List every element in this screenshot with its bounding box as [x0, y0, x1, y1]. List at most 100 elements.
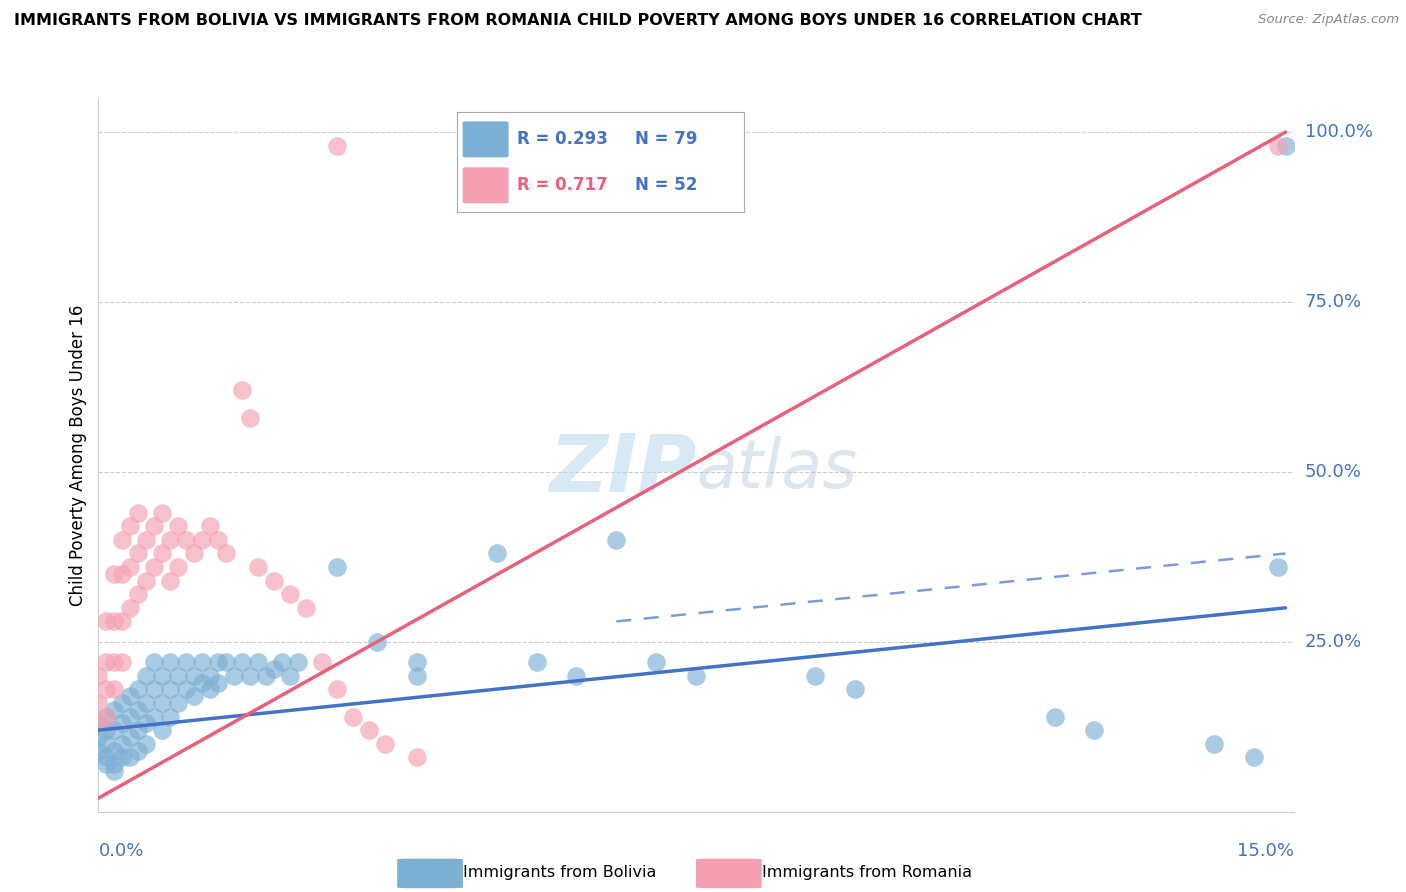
Point — [96, 615, 118, 629]
Point — [87, 743, 110, 757]
Point — [96, 709, 118, 723]
Point — [263, 574, 285, 588]
Point — [150, 506, 173, 520]
Point — [150, 696, 173, 710]
Point — [326, 682, 349, 697]
Point — [87, 669, 110, 683]
Point — [1267, 138, 1289, 153]
Point — [120, 750, 142, 764]
Point — [96, 682, 118, 697]
Point — [150, 546, 173, 560]
Point — [246, 560, 269, 574]
Point — [183, 669, 205, 683]
Point — [111, 716, 134, 731]
Point — [326, 138, 349, 153]
Point — [167, 696, 190, 710]
Point — [111, 696, 134, 710]
Point — [103, 723, 125, 738]
Point — [278, 587, 301, 601]
Text: 75.0%: 75.0% — [1305, 293, 1362, 311]
Point — [406, 655, 429, 669]
Point — [207, 655, 229, 669]
Text: ZIP: ZIP — [548, 430, 696, 508]
Point — [103, 615, 125, 629]
Point — [183, 546, 205, 560]
Point — [685, 669, 707, 683]
Point — [127, 682, 149, 697]
Point — [844, 682, 866, 697]
Point — [120, 560, 142, 574]
Point — [111, 566, 134, 581]
Point — [231, 655, 253, 669]
Point — [87, 696, 110, 710]
Point — [87, 730, 110, 744]
Point — [215, 655, 238, 669]
Point — [167, 560, 190, 574]
Point — [96, 737, 118, 751]
Point — [191, 675, 214, 690]
Point — [111, 615, 134, 629]
Point — [135, 574, 157, 588]
Point — [87, 716, 110, 731]
Point — [198, 682, 221, 697]
Point — [103, 566, 125, 581]
Point — [127, 703, 149, 717]
Point — [565, 669, 588, 683]
Point — [1202, 737, 1225, 751]
Point — [167, 519, 190, 533]
Point — [159, 682, 181, 697]
Point — [645, 655, 668, 669]
Point — [215, 546, 238, 560]
Point — [135, 533, 157, 547]
Point — [111, 655, 134, 669]
Point — [111, 533, 134, 547]
Point — [270, 655, 292, 669]
Point — [150, 669, 173, 683]
Point — [183, 689, 205, 703]
Point — [150, 723, 173, 738]
Point — [127, 546, 149, 560]
Point — [135, 716, 157, 731]
Point — [174, 655, 197, 669]
Point — [96, 655, 118, 669]
Text: 15.0%: 15.0% — [1236, 842, 1294, 860]
Point — [207, 675, 229, 690]
Point — [406, 750, 429, 764]
Point — [287, 655, 309, 669]
Point — [120, 600, 142, 615]
Text: 100.0%: 100.0% — [1305, 123, 1372, 141]
Point — [135, 696, 157, 710]
Point — [406, 669, 429, 683]
Point — [159, 709, 181, 723]
Point — [103, 703, 125, 717]
Point — [1083, 723, 1105, 738]
Point — [103, 757, 125, 772]
Point — [222, 669, 245, 683]
Point — [127, 506, 149, 520]
Text: 50.0%: 50.0% — [1305, 463, 1361, 481]
Point — [127, 587, 149, 601]
Point — [103, 682, 125, 697]
Point — [103, 743, 125, 757]
Text: atlas: atlas — [696, 436, 858, 502]
Point — [359, 723, 381, 738]
Text: 0.0%: 0.0% — [98, 842, 143, 860]
Point — [96, 750, 118, 764]
Point — [605, 533, 627, 547]
Point — [485, 546, 508, 560]
Point — [143, 560, 166, 574]
Point — [342, 709, 364, 723]
Point — [207, 533, 229, 547]
Point — [326, 560, 349, 574]
Point — [374, 737, 396, 751]
Y-axis label: Child Poverty Among Boys Under 16: Child Poverty Among Boys Under 16 — [69, 304, 87, 606]
Point — [103, 655, 125, 669]
Text: Source: ZipAtlas.com: Source: ZipAtlas.com — [1258, 13, 1399, 27]
Point — [174, 682, 197, 697]
Point — [135, 669, 157, 683]
Point — [143, 519, 166, 533]
Point — [159, 655, 181, 669]
Point — [127, 743, 149, 757]
Point — [96, 723, 118, 738]
Point — [231, 384, 253, 398]
